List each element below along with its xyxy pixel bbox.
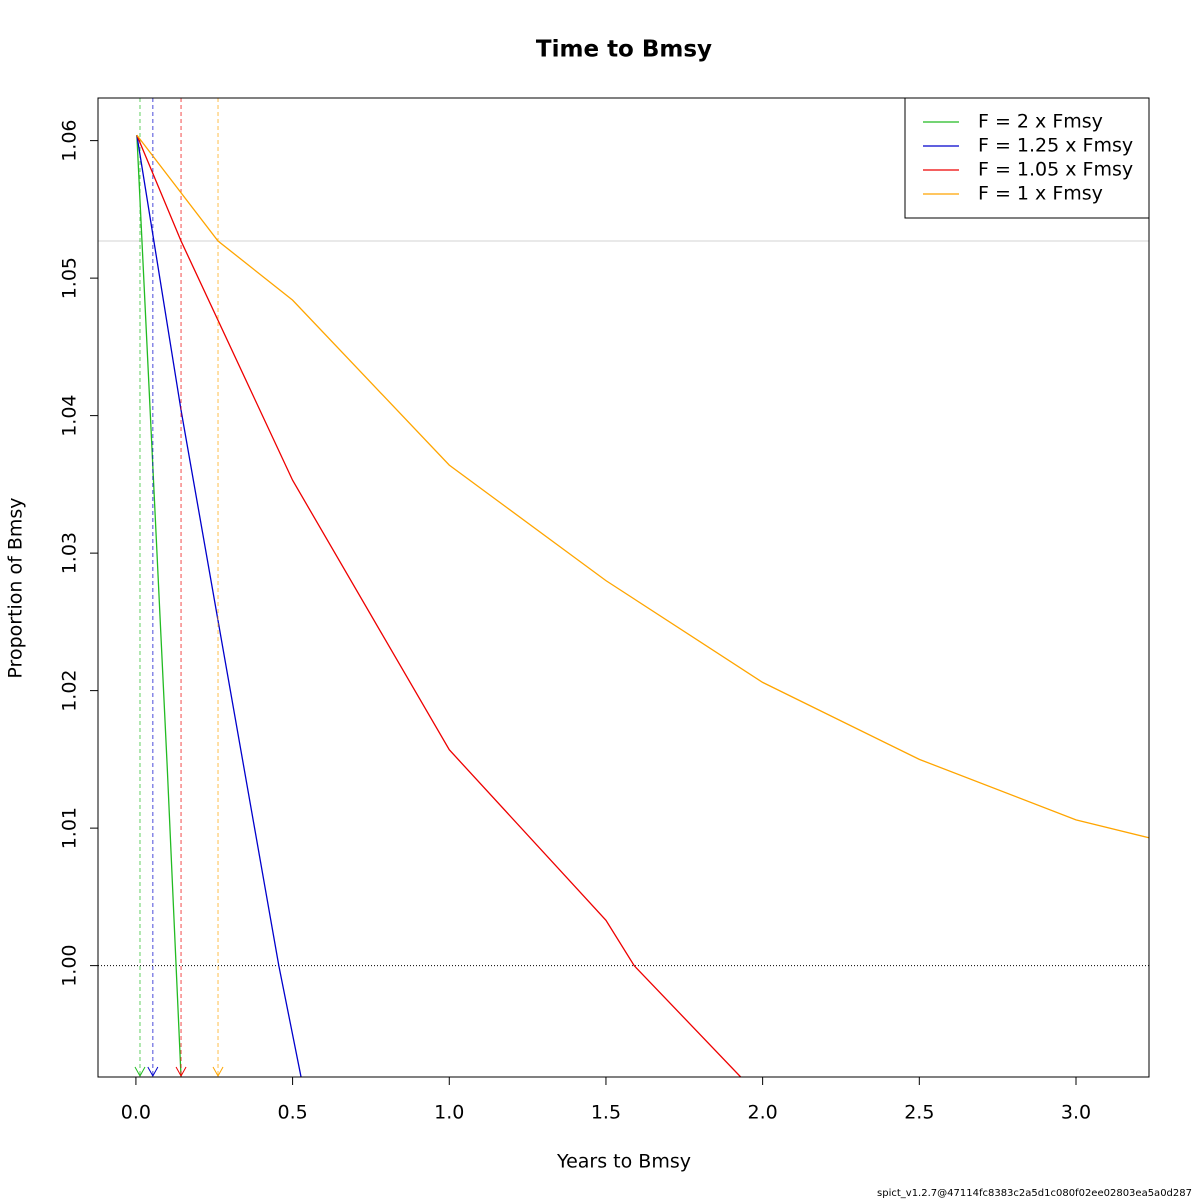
time-arrow bbox=[134, 1066, 146, 1078]
x-axis-label: Years to Bmsy bbox=[556, 1151, 691, 1173]
x-tick-label: 0.5 bbox=[277, 1102, 307, 1124]
legend-label: F = 1.05 x Fmsy bbox=[978, 159, 1133, 181]
series-line bbox=[136, 135, 182, 1077]
x-tick-label: 2.0 bbox=[748, 1102, 778, 1124]
legend-box bbox=[904, 97, 1150, 219]
y-tick-label: 1.04 bbox=[59, 394, 81, 436]
chart-title: Time to Bmsy bbox=[536, 37, 712, 63]
y-axis-label: Proportion of Bmsy bbox=[5, 497, 27, 678]
footer: spict_v1.2.7@47114fc8383c2a5d1c080f02ee0… bbox=[877, 1188, 1192, 1199]
y-tick-label: 1.00 bbox=[59, 944, 81, 986]
legend-label: F = 1 x Fmsy bbox=[978, 183, 1103, 205]
time-arrow bbox=[147, 1066, 159, 1078]
x-tick-label: 1.0 bbox=[434, 1102, 464, 1124]
y-tick-label: 1.03 bbox=[59, 532, 81, 574]
series-line bbox=[136, 135, 302, 1077]
x-tick-label: 3.0 bbox=[1061, 1102, 1091, 1124]
y-tick-label: 1.06 bbox=[59, 119, 81, 161]
legend-label: F = 1.25 x Fmsy bbox=[978, 135, 1133, 157]
y-tick-label: 1.02 bbox=[59, 669, 81, 711]
y-tick-label: 1.05 bbox=[59, 257, 81, 299]
y-tick-label: 1.01 bbox=[59, 807, 81, 849]
legend-label: F = 2 x Fmsy bbox=[978, 111, 1103, 133]
plot-frame bbox=[97, 97, 1150, 1078]
series-line bbox=[136, 134, 1149, 839]
x-tick-label: 2.5 bbox=[904, 1102, 934, 1124]
time-arrow bbox=[212, 1066, 224, 1078]
x-tick-label: 0.0 bbox=[121, 1102, 151, 1124]
series-line bbox=[136, 134, 742, 1077]
time-arrow bbox=[175, 1066, 187, 1078]
x-tick-label: 1.5 bbox=[591, 1102, 621, 1124]
